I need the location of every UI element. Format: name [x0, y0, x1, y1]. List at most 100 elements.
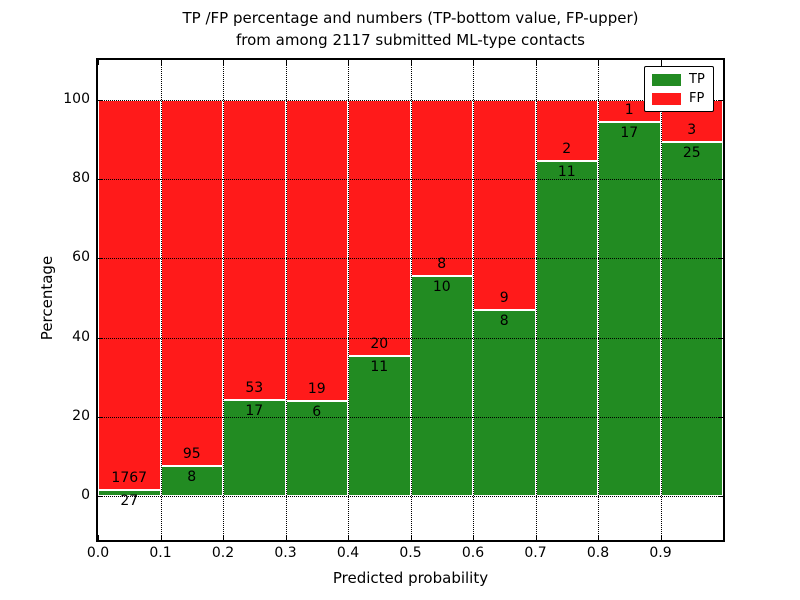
x-tick-label: 0.3 — [274, 545, 297, 561]
vertical-gridline — [473, 60, 474, 540]
horizontal-gridline — [98, 99, 723, 101]
chart-title-line2: from among 2117 submitted ML-type contac… — [236, 31, 585, 49]
y-tick-label: 80 — [72, 170, 90, 186]
x-tick-mark — [98, 60, 99, 65]
x-tick-mark — [660, 535, 662, 540]
y-tick-mark — [718, 417, 723, 419]
fp-count-label: 1 — [624, 101, 634, 118]
legend-item-tp: TP — [652, 73, 705, 86]
tp-color-swatch — [652, 73, 681, 86]
bar-tp-segment — [348, 355, 411, 497]
bar-fp-segment — [410, 99, 473, 276]
x-tick-label: 0.4 — [336, 545, 360, 561]
x-tick-mark — [223, 60, 224, 65]
bar-tp-segment — [410, 275, 473, 497]
x-tick-mark — [285, 60, 287, 65]
x-tick-mark — [535, 535, 537, 540]
x-axis-label: Predicted probability — [332, 569, 489, 587]
legend-label-fp: FP — [689, 91, 705, 106]
tp-count-label: 11 — [557, 163, 576, 180]
vertical-gridline — [660, 60, 662, 540]
horizontal-gridline — [98, 417, 723, 419]
bar-tp-segment — [98, 490, 161, 497]
vertical-gridline — [598, 60, 599, 540]
chart-title: TP /FP percentage and numbers (TP-bottom… — [98, 7, 723, 51]
fp-count-label: 1767 — [111, 470, 148, 487]
y-tick-label: 40 — [72, 328, 90, 345]
horizontal-gridline — [98, 337, 723, 339]
x-tick-label: 0.6 — [461, 545, 485, 561]
x-tick-label: 0.0 — [86, 545, 110, 561]
x-tick-mark — [410, 535, 412, 540]
y-tick-mark — [98, 496, 103, 498]
fp-count-label: 53 — [245, 380, 264, 397]
tp-count-label: 10 — [432, 278, 451, 295]
x-tick-label: 0.2 — [211, 545, 235, 561]
tp-count-label: 17 — [620, 124, 639, 141]
bar-tp-segment — [598, 121, 661, 497]
x-tick-mark — [348, 535, 349, 540]
tp-count-label: 27 — [120, 493, 139, 510]
y-tick-mark — [98, 99, 103, 101]
y-tick-mark — [718, 496, 723, 498]
horizontal-gridline — [98, 258, 723, 260]
y-tick-mark — [718, 179, 723, 180]
x-tick-mark — [598, 535, 599, 540]
fp-count-label: 3 — [687, 122, 697, 139]
bar-tp-segment — [160, 465, 223, 497]
y-axis-label: Percentage — [38, 255, 56, 341]
x-tick-mark — [98, 535, 99, 540]
tp-count-label: 17 — [245, 403, 264, 420]
y-tick-mark — [98, 337, 103, 339]
y-tick-mark — [718, 337, 723, 339]
y-tick-label: 20 — [72, 408, 90, 425]
bar-tp-segment — [660, 142, 723, 497]
x-tick-mark — [598, 60, 599, 65]
fp-count-label: 2 — [562, 140, 572, 157]
x-tick-mark — [285, 535, 287, 540]
vertical-gridline — [160, 60, 162, 540]
horizontal-gridline — [98, 179, 723, 180]
tp-count-label: 25 — [682, 145, 701, 162]
y-tick-mark — [98, 417, 103, 419]
horizontal-gridline — [98, 496, 723, 498]
vertical-gridline — [410, 60, 412, 540]
tp-count-label: 8 — [499, 312, 509, 329]
vertical-gridline — [348, 60, 349, 540]
bar-fp-segment — [160, 99, 223, 466]
tp-count-label: 8 — [187, 468, 197, 485]
bar-tp-segment — [535, 160, 598, 497]
fp-count-label: 19 — [307, 381, 326, 398]
fp-count-label: 8 — [437, 255, 447, 272]
fp-color-swatch — [652, 92, 681, 105]
bar-fp-segment — [223, 99, 286, 400]
bar-fp-segment — [348, 99, 411, 356]
legend-item-fp: FP — [652, 92, 705, 105]
x-tick-mark — [535, 60, 537, 65]
x-tick-mark — [410, 60, 412, 65]
vertical-gridline — [285, 60, 287, 540]
y-tick-mark — [718, 258, 723, 260]
x-tick-mark — [160, 535, 162, 540]
vertical-gridline — [535, 60, 537, 540]
x-tick-label: 0.5 — [399, 545, 422, 561]
legend-label-tp: TP — [689, 72, 705, 87]
x-tick-label: 0.9 — [649, 545, 672, 561]
x-tick-mark — [473, 535, 474, 540]
x-tick-label: 0.8 — [586, 545, 610, 561]
x-tick-mark — [348, 60, 349, 65]
x-tick-mark — [473, 60, 474, 65]
fp-count-label: 9 — [499, 289, 509, 306]
y-tick-mark — [98, 179, 103, 180]
chart-title-line1: TP /FP percentage and numbers (TP-bottom… — [182, 9, 639, 27]
bar-fp-segment — [98, 99, 161, 491]
tp-count-label: 11 — [370, 358, 389, 375]
x-tick-label: 0.1 — [149, 545, 172, 561]
fp-count-label: 20 — [370, 335, 389, 352]
bar-fp-segment — [285, 99, 348, 402]
y-tick-mark — [98, 258, 103, 260]
x-tick-label: 0.7 — [524, 545, 547, 561]
fp-count-label: 95 — [182, 445, 201, 462]
x-tick-mark — [660, 60, 662, 65]
